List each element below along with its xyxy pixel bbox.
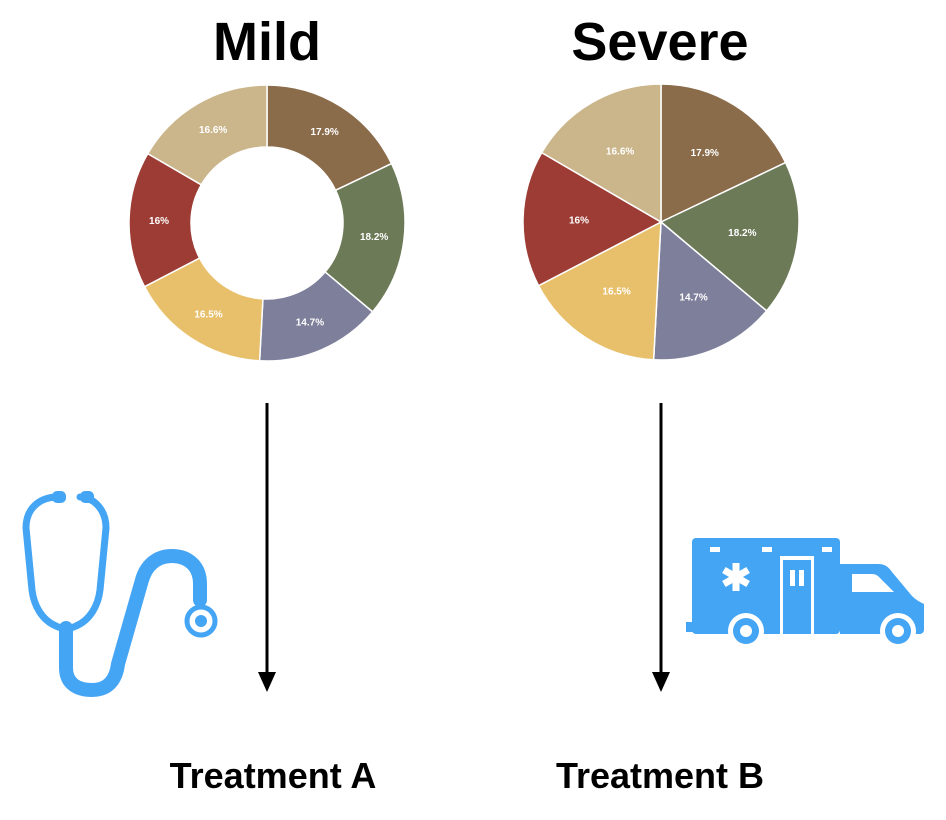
ambulance-icon [686,538,924,649]
pie-slice [659,161,800,312]
arrow-severe-to-treatment-b [652,403,670,692]
treatment-a-label: Treatment A [169,755,377,796]
slice-label: 16% [569,216,589,227]
severe-pie-chart: 17.9% 18.2% 14.7% 16.5% 16% 16.6% [522,83,800,361]
pie-slice [537,220,662,361]
mild-donut-chart: 17.9% 18.2% 14.7% 16.5% 16% 16.6% [128,84,406,362]
slice-label: 17.9% [691,148,719,159]
pie-slice [540,83,662,224]
treatment-b-label: Treatment B [555,755,765,796]
slice-label: 18.2% [728,228,756,239]
slice-label: 16.5% [194,309,222,320]
arrow-mild-to-treatment-a [258,403,276,692]
pie-slice [660,83,787,224]
stethoscope-icon [22,491,218,697]
slice-label: 16% [149,216,169,227]
pie-slice [652,220,768,361]
mild-heading: Mild [213,12,321,72]
pie-slice [146,84,268,186]
severe-heading: Severe [571,12,749,72]
slice-label: 16.6% [606,146,634,157]
pie-slice [324,162,406,313]
medical-star-icon [722,563,750,591]
slice-label: 17.9% [310,127,338,138]
pie-slice [522,151,663,287]
slice-label: 16.6% [199,125,227,136]
slice-label: 18.2% [360,232,388,243]
slice-label: 14.7% [296,318,324,329]
slice-label: 14.7% [679,293,707,304]
slice-label: 16.5% [602,286,630,297]
